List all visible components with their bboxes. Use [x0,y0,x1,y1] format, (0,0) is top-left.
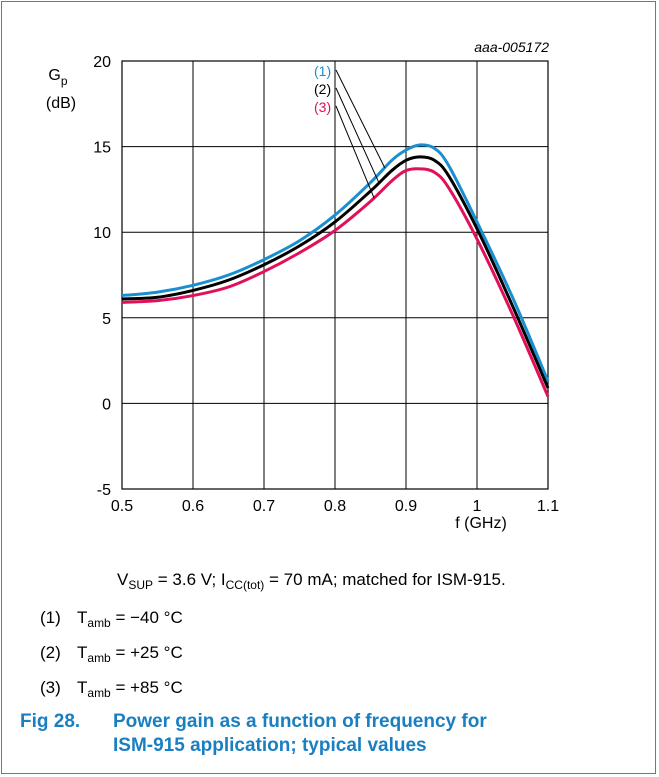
figure-number: Fig 28. [20,711,81,732]
plot-border [121,60,549,490]
legend-label-1: (1) [314,63,331,79]
note-3: (3) Tamb = +85 °C [40,678,183,700]
x-tick-label: 0.7 [253,498,275,515]
x-tick-label: 1 [473,498,482,515]
leader-line-2 [335,87,380,184]
y-tick-label: 10 [93,225,111,242]
series-line-3 [121,167,550,398]
y-tick-label: 0 [102,396,111,413]
series-line-1 [121,143,550,382]
y-tick-label: 20 [93,54,111,71]
figure-id-label: aaa-005172 [474,39,549,55]
test-conditions: VSUP = 3.6 V; ICC(tot) = 70 mA; matched … [117,570,506,592]
note-1: (1) Tamb = −40 °C [40,608,183,630]
x-axis-label: f (GHz) [455,515,507,532]
y-tick-label: -5 [97,482,111,499]
x-tick-label: 0.6 [182,498,204,515]
y-axis-label: Gp [48,67,67,88]
figure-caption: Fig 28. Power gain as a function of frequ… [20,710,487,758]
y-tick-label: 15 [93,140,111,157]
series-line-2 [121,155,550,389]
leader-line-3 [335,105,375,199]
x-tick-label: 0.8 [324,498,346,515]
leader-line-1 [335,69,386,168]
x-tick-label: 0.5 [111,498,133,515]
legend-label-2: (2) [314,81,331,97]
legend-label-3: (3) [314,99,331,115]
note-2: (2) Tamb = +25 °C [40,643,183,665]
power-gain-chart: 0.5 0.6 0.7 0.8 0.9 1 1.1 -5 0 5 10 15 20 Gp (dB) f (GH… [46,39,559,532]
caption-line-2: ISM-915 application; typical values [113,735,427,756]
y-axis-unit: (dB) [46,95,76,112]
caption-line-1: Power gain as a function of frequency fo… [113,711,487,732]
x-tick-label: 1.1 [537,498,559,515]
x-tick-label: 0.9 [395,498,417,515]
y-tick-label: 5 [102,311,111,328]
